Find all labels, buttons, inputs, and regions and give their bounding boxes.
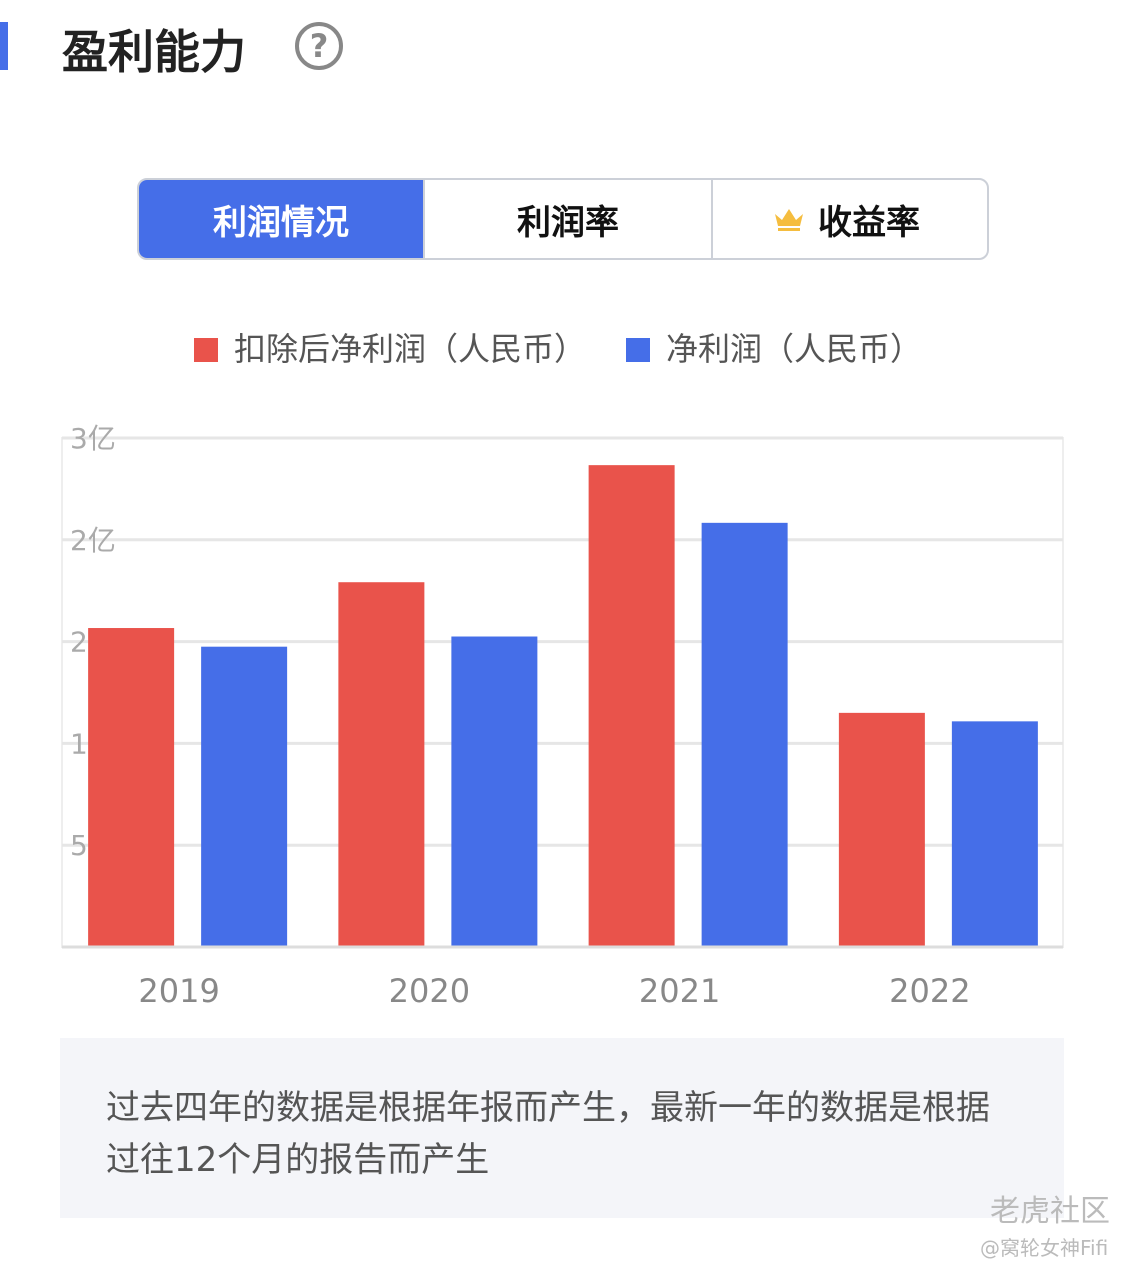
y-tick-label: 1 [70, 727, 88, 760]
crown-icon [775, 209, 803, 231]
tab[interactable]: 利润情况 [139, 180, 423, 258]
bar [88, 628, 175, 947]
legend-label: 净利润（人民币） [666, 330, 922, 368]
bar [588, 465, 675, 947]
bar [951, 721, 1038, 947]
x-tick-label: 2022 [889, 972, 970, 1010]
chart: 扣除后净利润（人民币） 净利润（人民币） 5 1 2 2亿 3亿 2019 2020 2021 20… [61, 330, 1064, 1010]
note: 过去四年的数据是根据年报而产生，最新一年的数据是根据过往12个月的报告而产生 [60, 1038, 1064, 1218]
tab[interactable]: 收益率 [818, 202, 920, 243]
tab-bar: 利润情况 利润率 收益率 [137, 178, 989, 260]
help-icon[interactable]: ? [295, 22, 343, 70]
tab[interactable]: 利润率 [423, 180, 713, 258]
x-tick-label: 2019 [138, 972, 219, 1010]
legend-swatch [194, 338, 218, 362]
bar [838, 712, 925, 947]
watermark-author: @窝轮女神Fifi [980, 1236, 1109, 1260]
y-tick-label: 2亿 [70, 524, 116, 557]
section-title: 盈利能力 [62, 25, 246, 79]
bar [201, 646, 288, 947]
y-tick-label: 3亿 [70, 422, 116, 455]
legend-swatch [626, 338, 650, 362]
y-tick-label: 2 [70, 626, 88, 659]
x-tick-label: 2020 [389, 972, 470, 1010]
bar [701, 522, 788, 947]
bar [451, 636, 538, 947]
x-tick-label: 2021 [639, 972, 720, 1010]
y-tick-label: 5 [70, 829, 88, 862]
accent-bar [0, 22, 8, 70]
bar [338, 582, 425, 947]
legend-label: 扣除后净利润（人民币） [234, 330, 586, 368]
watermark-brand: 老虎社区 [990, 1194, 1110, 1229]
